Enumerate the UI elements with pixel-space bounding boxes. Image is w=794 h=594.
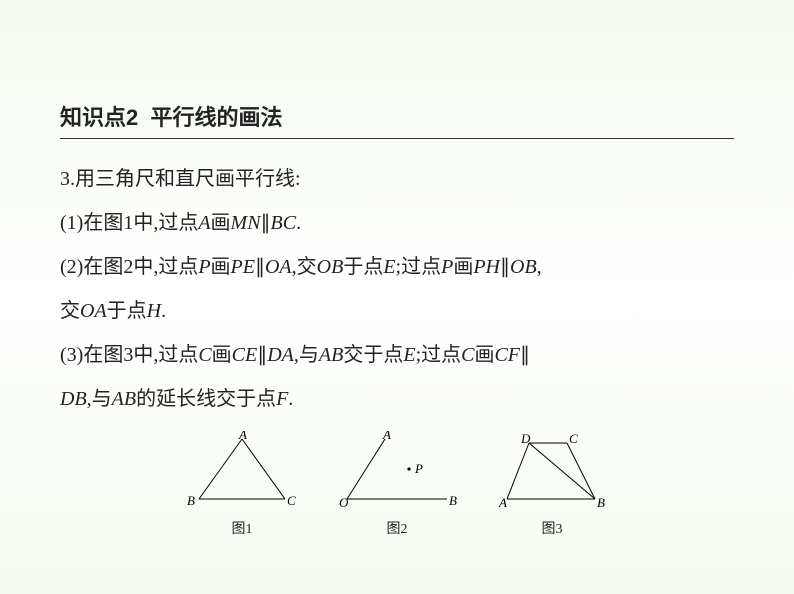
mi: ∥ bbox=[500, 256, 510, 278]
figure-2: O A B P 图2 bbox=[337, 431, 457, 538]
figure-3: A B C D 图3 bbox=[497, 431, 607, 538]
mi: CE bbox=[232, 344, 258, 366]
svg-text:P: P bbox=[414, 461, 423, 476]
svg-text:B: B bbox=[187, 493, 195, 508]
svg-text:C: C bbox=[287, 493, 296, 508]
t: 画 bbox=[474, 344, 494, 366]
mi: H bbox=[147, 300, 161, 322]
t: 画 bbox=[212, 344, 232, 366]
mi: P bbox=[198, 256, 210, 278]
svg-text:A: A bbox=[238, 431, 247, 442]
mi: ∥ bbox=[255, 256, 265, 278]
svg-text:D: D bbox=[520, 431, 531, 446]
t: 于点 bbox=[343, 256, 383, 278]
mi: F bbox=[276, 388, 288, 410]
line-1: 3.用三角尺和直尺画平行线: bbox=[60, 157, 734, 201]
t: 于点 bbox=[107, 300, 147, 322]
figure-1-caption: 图1 bbox=[187, 518, 297, 538]
t: 画 bbox=[453, 256, 473, 278]
page-content: 知识点2 平行线的画法 3.用三角尺和直尺画平行线: (1)在图1中,过点A画M… bbox=[0, 0, 794, 538]
mi: DA bbox=[267, 344, 294, 366]
line-2: (1)在图1中,过点A画MN∥BC. bbox=[60, 201, 734, 245]
t: 画 bbox=[211, 256, 231, 278]
mi: ∥ bbox=[261, 212, 271, 234]
mi: DB bbox=[60, 388, 87, 410]
mi: OA bbox=[265, 256, 292, 278]
line-4: 交OA于点H. bbox=[60, 289, 734, 333]
figure-3-caption: 图3 bbox=[497, 518, 607, 538]
heading-prefix: 知识点2 bbox=[60, 105, 138, 130]
t: . bbox=[296, 212, 301, 234]
figure-1-svg: A B C bbox=[187, 431, 297, 511]
svg-text:B: B bbox=[449, 493, 457, 508]
t: , bbox=[537, 256, 542, 278]
figure-2-caption: 图2 bbox=[337, 518, 457, 538]
svg-text:O: O bbox=[339, 495, 349, 510]
svg-text:A: A bbox=[382, 431, 391, 442]
mi: ∥ bbox=[257, 344, 267, 366]
mi: PE bbox=[231, 256, 255, 278]
mi: AB bbox=[319, 344, 343, 366]
t: . bbox=[161, 300, 166, 322]
diagrams-row: A B C 图1 O A B P 图2 A B C D 图3 bbox=[60, 431, 734, 538]
t: ,与 bbox=[294, 344, 319, 366]
t: 的延长线交于点 bbox=[136, 388, 276, 410]
mi: CF bbox=[494, 344, 520, 366]
line-3: (2)在图2中,过点P画PE∥OA,交OB于点E;过点P画PH∥OB, bbox=[60, 245, 734, 289]
mi: OA bbox=[80, 300, 107, 322]
line-5: (3)在图3中,过点C画CE∥DA,与AB交于点E;过点C画CF∥ bbox=[60, 333, 734, 377]
mi: PH bbox=[473, 256, 500, 278]
mi: C bbox=[461, 344, 474, 366]
line-6: DB,与AB的延长线交于点F. bbox=[60, 377, 734, 421]
svg-text:B: B bbox=[597, 495, 605, 510]
figure-1: A B C 图1 bbox=[187, 431, 297, 538]
t: ;过点 bbox=[416, 344, 462, 366]
mi: A bbox=[198, 212, 210, 234]
figure-2-svg: O A B P bbox=[337, 431, 457, 511]
t: ,交 bbox=[292, 256, 317, 278]
section-heading: 知识点2 平行线的画法 bbox=[60, 100, 734, 139]
svg-text:C: C bbox=[569, 431, 578, 446]
t: (1)在图1中,过点 bbox=[60, 212, 198, 234]
svg-text:A: A bbox=[498, 495, 507, 510]
mi: E bbox=[383, 256, 395, 278]
t: ,与 bbox=[87, 388, 112, 410]
mi: ∥ bbox=[520, 344, 530, 366]
mi: BC bbox=[271, 212, 297, 234]
t: 交于点 bbox=[343, 344, 403, 366]
t: 交 bbox=[60, 300, 80, 322]
figure-3-svg: A B C D bbox=[497, 431, 607, 511]
t: 画 bbox=[211, 212, 231, 234]
t: (2)在图2中,过点 bbox=[60, 256, 198, 278]
mi: P bbox=[441, 256, 453, 278]
mi: OB bbox=[510, 256, 537, 278]
mi: MN bbox=[231, 212, 261, 234]
mi: C bbox=[198, 344, 211, 366]
mi: E bbox=[403, 344, 415, 366]
mi: OB bbox=[317, 256, 344, 278]
t: ;过点 bbox=[396, 256, 442, 278]
mi: AB bbox=[112, 388, 136, 410]
t: (3)在图3中,过点 bbox=[60, 344, 198, 366]
heading-title: 平行线的画法 bbox=[150, 105, 282, 130]
t: . bbox=[288, 388, 293, 410]
